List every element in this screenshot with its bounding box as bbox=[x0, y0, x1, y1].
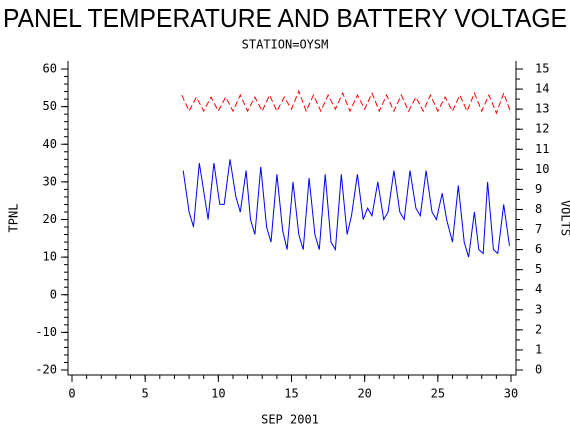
y2-tick-label: 3 bbox=[535, 302, 542, 316]
x-tick-label: 15 bbox=[284, 387, 298, 401]
x-tick-label: 25 bbox=[431, 387, 445, 401]
y-tick-label: 0 bbox=[50, 287, 57, 301]
y2-tick-label: 0 bbox=[535, 363, 542, 377]
y2-tick-label: 8 bbox=[535, 202, 542, 216]
chart-title: PANEL TEMPERATURE AND BATTERY VOLTAGE bbox=[3, 3, 567, 33]
y2-tick-label: 12 bbox=[535, 122, 549, 136]
y-tick-label: 50 bbox=[43, 99, 57, 113]
x-tick-label: 20 bbox=[357, 387, 371, 401]
y2-tick-label: 5 bbox=[535, 262, 542, 276]
data-line bbox=[182, 159, 510, 258]
x-tick-label: 0 bbox=[68, 387, 75, 401]
y-tick-label: 10 bbox=[43, 250, 57, 264]
y2-axis-label: VOLTS bbox=[559, 200, 570, 236]
x-tick-label: 10 bbox=[211, 387, 225, 401]
y-tick-label: 40 bbox=[43, 137, 57, 151]
chart-subtitle: STATION=OYSM bbox=[242, 38, 329, 52]
x-axis-label: SEP 2001 bbox=[261, 413, 319, 427]
y-tick-label: -20 bbox=[35, 363, 57, 377]
y-tick-label: 30 bbox=[43, 174, 57, 188]
y-tick-label: 60 bbox=[43, 62, 57, 76]
y2-tick-label: 14 bbox=[535, 82, 549, 96]
y-tick-label: 20 bbox=[43, 212, 57, 226]
y-tick-label: -10 bbox=[35, 325, 57, 339]
data-line bbox=[181, 89, 512, 115]
y2-tick-label: 2 bbox=[535, 322, 542, 336]
y2-tick-label: 11 bbox=[535, 142, 549, 156]
y2-tick-label: 1 bbox=[535, 342, 542, 356]
y2-tick-label: 4 bbox=[535, 282, 542, 296]
y2-tick-label: 7 bbox=[535, 222, 542, 236]
y2-tick-label: 9 bbox=[535, 182, 542, 196]
x-tick-label: 5 bbox=[142, 387, 149, 401]
x-tick-label: 30 bbox=[504, 387, 518, 401]
y2-tick-label: 13 bbox=[535, 102, 549, 116]
y-axis-label: TPNL bbox=[7, 204, 21, 233]
y2-tick-label: 15 bbox=[535, 62, 549, 76]
y2-tick-label: 6 bbox=[535, 242, 542, 256]
y2-tick-label: 10 bbox=[535, 162, 549, 176]
